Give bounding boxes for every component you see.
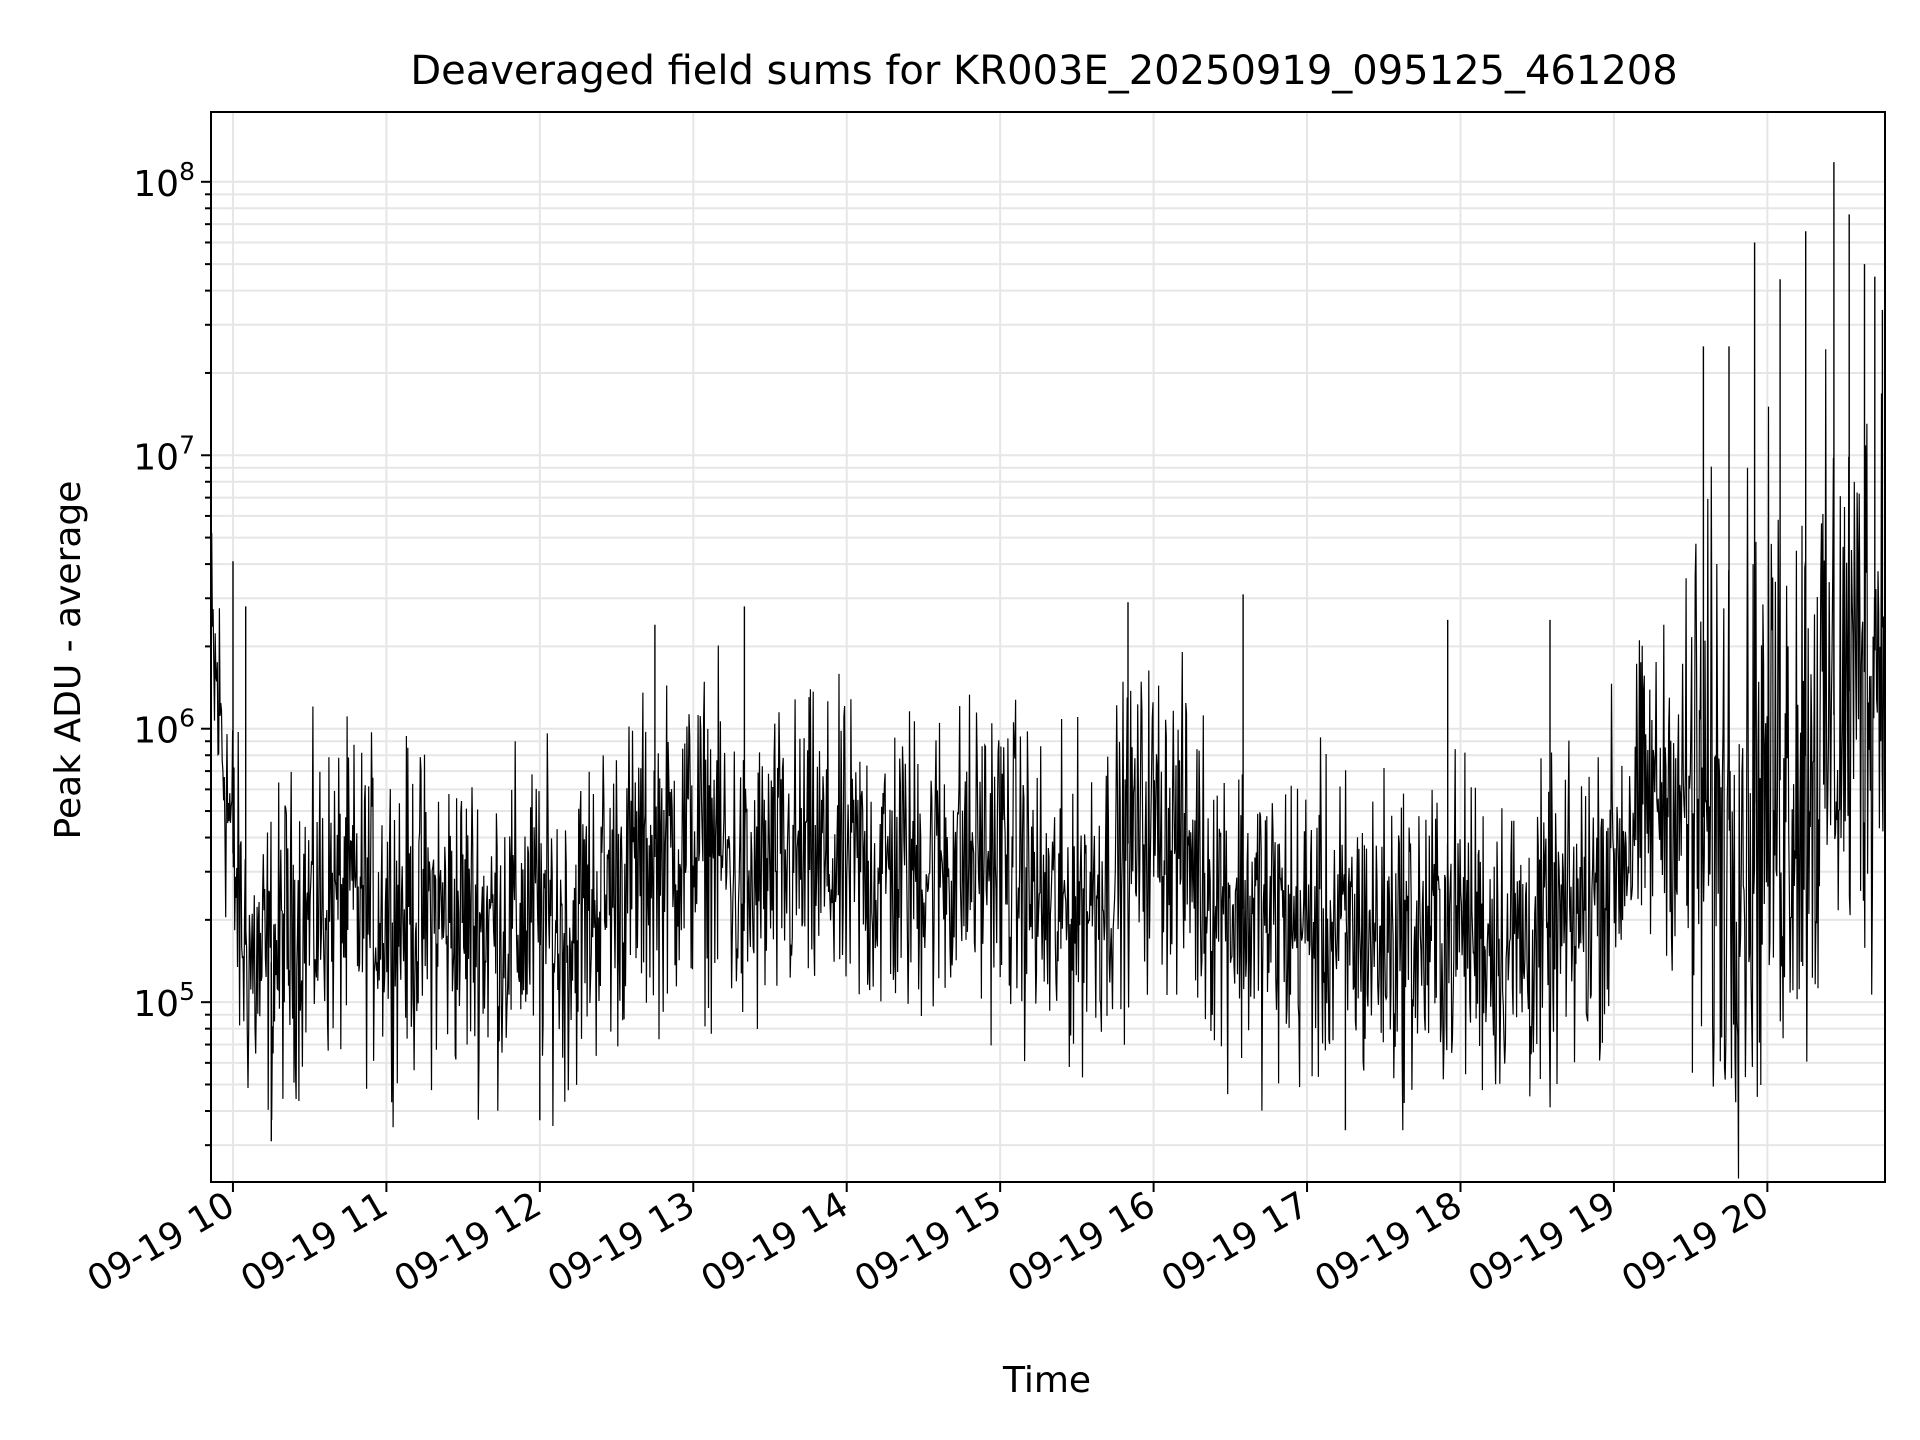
data-series bbox=[210, 162, 1886, 1179]
chart-title: Deaveraged field sums for KR003E_2025091… bbox=[410, 48, 1677, 94]
y-axis-label: Peak ADU - average bbox=[48, 481, 89, 840]
y-axis: 105 106 107 108 bbox=[133, 157, 211, 1147]
x-axis-label: Time bbox=[1002, 1360, 1091, 1401]
plot-frame bbox=[210, 111, 1886, 1183]
y-tick-label: 108 bbox=[133, 157, 195, 205]
y-tick-label: 107 bbox=[133, 430, 195, 478]
series-spikes bbox=[232, 162, 1884, 1142]
y-tick-label: 105 bbox=[133, 977, 195, 1025]
y-tick-label: 106 bbox=[133, 704, 195, 752]
series-line bbox=[210, 349, 1886, 1179]
